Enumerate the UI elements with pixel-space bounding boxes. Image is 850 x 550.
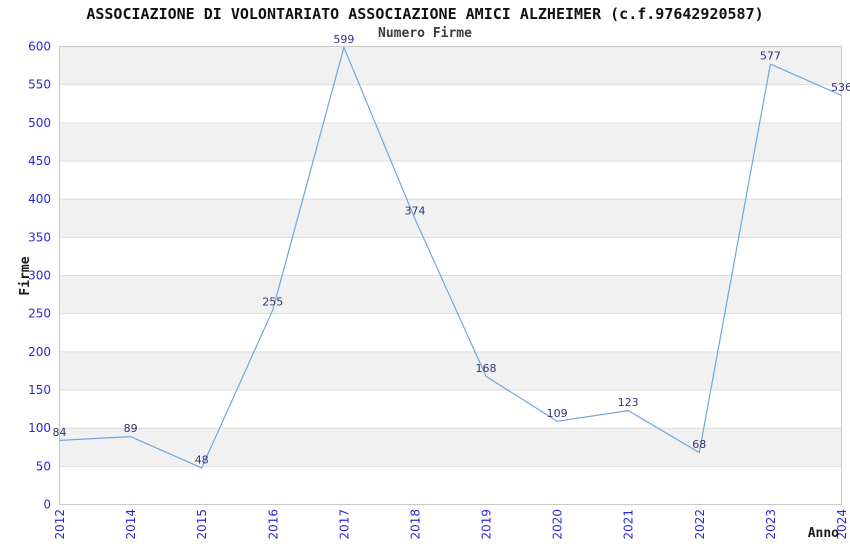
- data-point-label: 123: [618, 396, 639, 409]
- grid-band: [59, 122, 842, 161]
- x-tick-label: 2021: [622, 509, 636, 540]
- chart-subtitle: Numero Firme: [378, 26, 472, 41]
- y-tick-label: 50: [36, 459, 51, 473]
- y-axis-label: Firme: [18, 256, 33, 295]
- data-point-label: 168: [476, 362, 497, 375]
- data-point-label: 109: [547, 407, 568, 420]
- x-tick-label: 2015: [195, 509, 209, 540]
- chart-title: ASSOCIAZIONE DI VOLONTARIATO ASSOCIAZION…: [86, 5, 764, 23]
- grid-band: [59, 199, 842, 238]
- y-tick-label: 150: [28, 383, 51, 397]
- y-tick-label: 350: [28, 230, 51, 244]
- y-tick-label: 300: [28, 269, 51, 283]
- x-axis-label: Anno: [808, 526, 839, 541]
- x-tick-label: 2023: [764, 509, 778, 540]
- plot-border: [59, 46, 842, 505]
- data-point-label: 89: [124, 422, 138, 435]
- data-point-label: 255: [262, 295, 283, 308]
- y-tick-label: 450: [28, 154, 51, 168]
- y-tick-label: 250: [28, 307, 51, 321]
- grid-band: [59, 351, 842, 390]
- grid-band: [59, 46, 842, 85]
- x-tick-label: 2018: [409, 509, 423, 540]
- x-tick-label: 2014: [124, 509, 138, 540]
- x-tick-label: 2012: [53, 509, 67, 540]
- y-tick-label: 200: [28, 345, 51, 359]
- data-point-label: 536: [831, 81, 850, 94]
- data-point-label: 68: [692, 438, 706, 451]
- data-point-label: 84: [53, 426, 67, 439]
- y-tick-label: 500: [28, 116, 51, 130]
- y-tick-label: 400: [28, 192, 51, 206]
- data-point-label: 577: [760, 50, 781, 63]
- x-tick-label: 2024: [835, 509, 849, 540]
- y-tick-label: 100: [28, 421, 51, 435]
- data-line: [59, 46, 842, 469]
- y-tick-label: 0: [43, 498, 51, 512]
- data-point-label: 48: [195, 453, 209, 466]
- x-tick-label: 2016: [266, 509, 280, 540]
- data-point-label: 374: [405, 205, 426, 218]
- x-tick-label: 2022: [693, 509, 707, 540]
- data-point-label: 599: [333, 33, 354, 46]
- y-tick-label: 600: [28, 40, 51, 54]
- grid-band: [59, 275, 842, 314]
- grid-band: [59, 428, 842, 467]
- x-tick-label: 2017: [337, 509, 351, 540]
- x-tick-label: 2020: [551, 509, 565, 540]
- y-tick-label: 550: [28, 78, 51, 92]
- x-tick-label: 2019: [480, 509, 494, 540]
